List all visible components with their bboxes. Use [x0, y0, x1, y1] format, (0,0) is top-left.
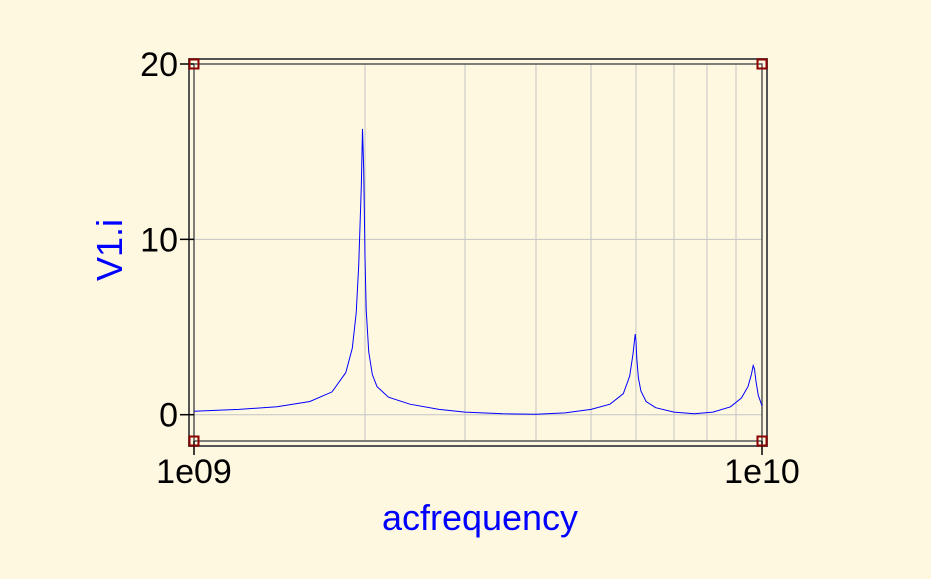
y-tick-label: 20 — [140, 46, 178, 84]
corner-marker — [756, 58, 768, 70]
plot-frame — [188, 58, 768, 447]
x-tick-label: 1e10 — [724, 453, 800, 491]
outer-frame — [188, 58, 768, 447]
corner-marker — [188, 435, 200, 447]
corner-marker — [188, 58, 200, 70]
x-axis-label: acfrequency — [382, 497, 578, 538]
tick-layer: 0 10 20 1e09 1e10 — [140, 46, 800, 491]
inner-frame — [193, 63, 763, 442]
y-axis-label: V1.i — [89, 219, 130, 281]
grid-layer — [193, 63, 763, 441]
corner-markers — [188, 58, 768, 447]
series-layer — [193, 128, 763, 415]
y-tick-label: 0 — [159, 397, 178, 435]
y-tick-label: 10 — [140, 221, 178, 259]
corner-marker — [756, 435, 768, 447]
series-line — [193, 128, 763, 415]
x-tick-label: 1e09 — [156, 453, 232, 491]
